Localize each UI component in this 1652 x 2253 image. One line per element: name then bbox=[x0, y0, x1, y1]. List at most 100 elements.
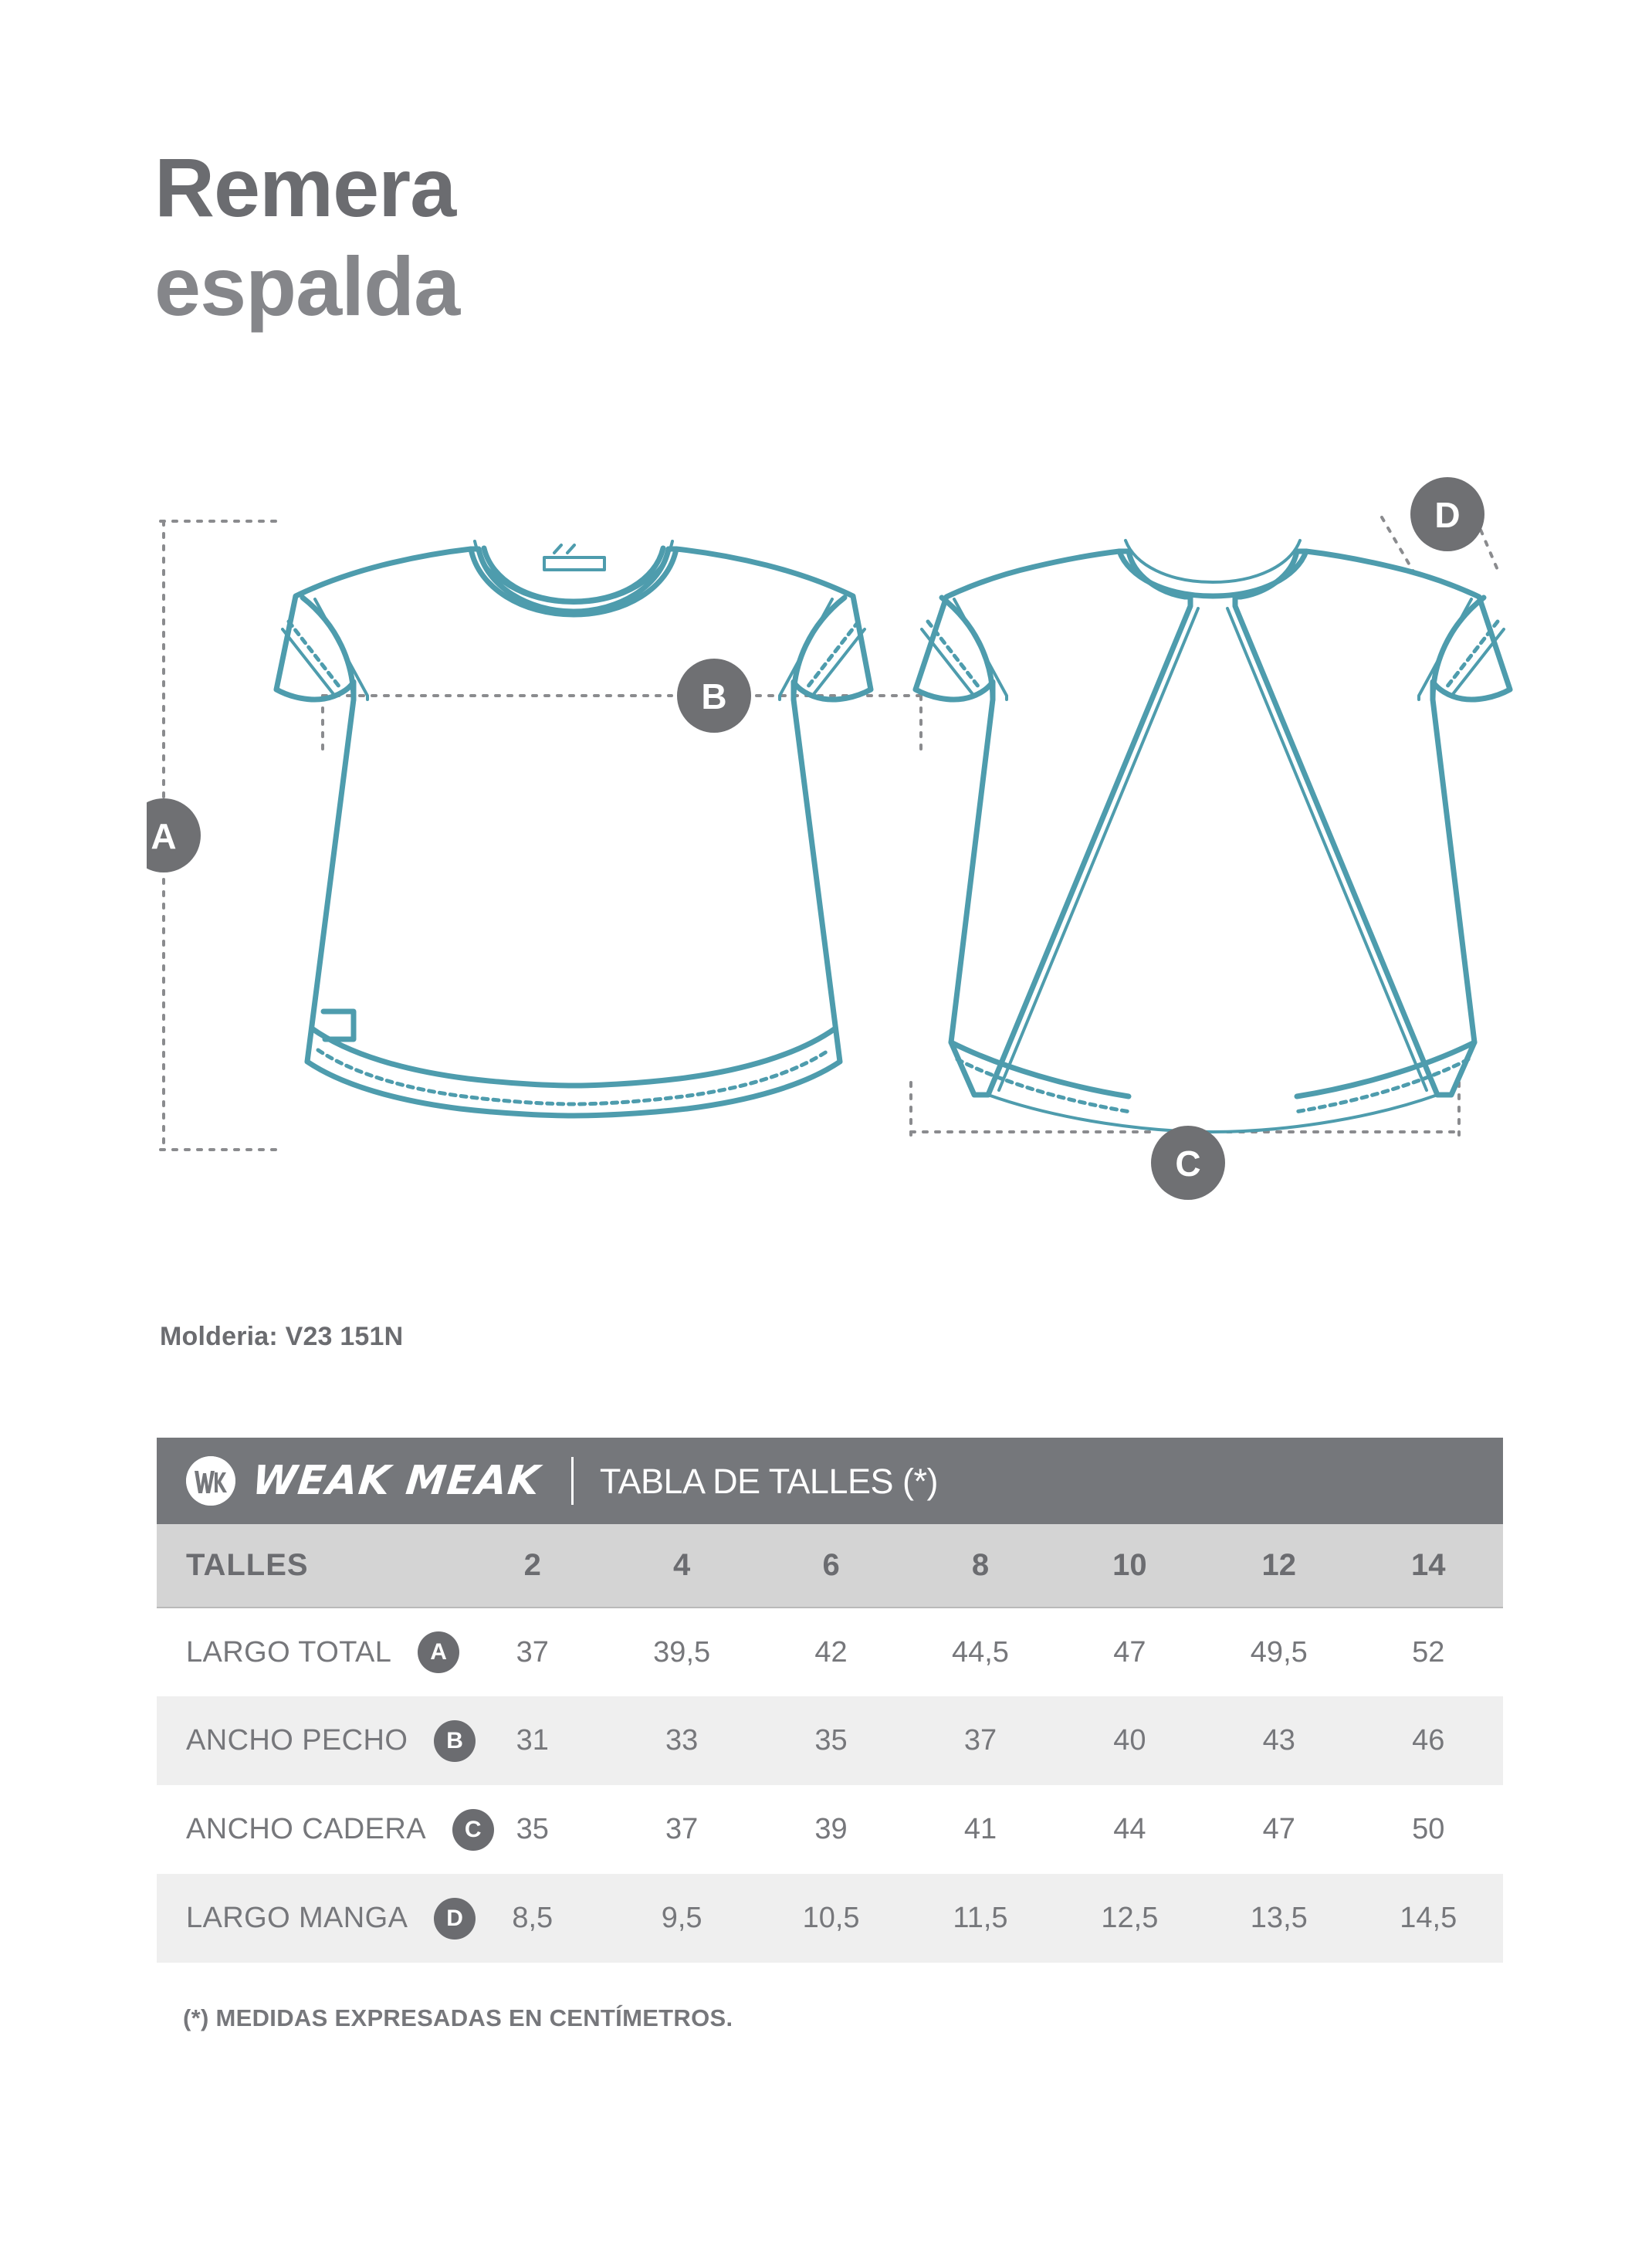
table-row: ANCHO CADERA C 35 37 39 41 44 47 50 bbox=[157, 1785, 1503, 1874]
table-subtitle: TABLA DE TALLES (*) bbox=[599, 1461, 939, 1501]
talles-label: TALLES bbox=[157, 1524, 459, 1608]
back-crossover-right-edge bbox=[1226, 607, 1428, 1092]
garment-back-view: D C bbox=[909, 477, 1513, 1200]
back-right-hem bbox=[1294, 1039, 1478, 1099]
size-header-12: 12 bbox=[1204, 1524, 1354, 1608]
front-neck-label-tick-2 bbox=[566, 544, 576, 554]
back-right-sleeve-hem-line bbox=[1451, 628, 1505, 696]
marker-d-label: D bbox=[1434, 495, 1460, 535]
measurement-footnote: (*) MEDIDAS EXPRESADAS EN CENTÍMETROS. bbox=[183, 2004, 733, 2031]
table-size-header-row: TALLES 2 4 6 8 10 12 14 bbox=[157, 1524, 1503, 1608]
dimension-b-line bbox=[321, 694, 924, 752]
row-label-d: LARGO MANGA bbox=[186, 1902, 408, 1934]
row-ref-badge-c: C bbox=[452, 1808, 494, 1851]
brand-name: WEAK MEAK bbox=[249, 1458, 543, 1504]
marker-a: A bbox=[147, 798, 201, 872]
table-row: ANCHO PECHO B 31 33 35 37 40 43 46 bbox=[157, 1696, 1503, 1785]
cell-d-14: 14,5 bbox=[1353, 1874, 1503, 1963]
table-row: LARGO MANGA D 8,5 9,5 10,5 11,5 12,5 13,… bbox=[157, 1874, 1503, 1963]
cell-c-6: 39 bbox=[814, 1813, 848, 1845]
marker-c-label: C bbox=[1175, 1143, 1200, 1184]
row-label-b: ANCHO PECHO bbox=[186, 1724, 408, 1757]
size-table: WEAK MEAK TABLA DE TALLES (*) TALLES 2 4… bbox=[157, 1438, 1503, 1963]
dimension-c-line bbox=[909, 1081, 1461, 1137]
garment-front-view: A B bbox=[147, 520, 924, 1151]
size-header-8: 8 bbox=[906, 1524, 1055, 1608]
size-header-2: 2 bbox=[458, 1524, 608, 1608]
marker-b-label: B bbox=[701, 676, 726, 717]
front-right-sleeve-hem-stitch bbox=[805, 619, 861, 689]
size-header-14: 14 bbox=[1353, 1524, 1503, 1608]
page-title-line-1: Remera bbox=[154, 141, 456, 234]
table-row: LARGO TOTAL A 37 39,5 42 44,5 47 49,5 52 bbox=[157, 1608, 1503, 1696]
back-left-sleeve-seam bbox=[953, 598, 1008, 701]
back-left-panel bbox=[912, 548, 1193, 1098]
front-side-tab bbox=[320, 1008, 357, 1042]
back-neckline-outer bbox=[1116, 548, 1309, 599]
row-label-cell-b: ANCHO PECHO B bbox=[157, 1696, 476, 1785]
dimension-d-line bbox=[1380, 516, 1499, 574]
front-left-sleeve-hem-line bbox=[281, 628, 335, 696]
cell-c-8: 41 bbox=[963, 1813, 997, 1845]
cell-c-2: 35 bbox=[516, 1813, 549, 1845]
back-crossover-left-edge bbox=[997, 607, 1200, 1092]
front-left-sleeve-hem-stitch bbox=[286, 619, 342, 689]
back-right-sleeve-seam bbox=[1417, 598, 1473, 701]
cell-d-12: 13,5 bbox=[1204, 1874, 1354, 1963]
row-ref-badge-d: D bbox=[434, 1897, 476, 1940]
table-brand-header: WEAK MEAK TABLA DE TALLES (*) bbox=[157, 1438, 1503, 1524]
cell-d-2: 8,5 bbox=[458, 1874, 608, 1963]
front-body-outline bbox=[273, 546, 874, 1119]
front-right-sleeve-hem-line bbox=[812, 628, 866, 696]
marker-c: C bbox=[1151, 1126, 1225, 1200]
front-neckband-top bbox=[473, 540, 674, 605]
cell-a-2: 37 bbox=[516, 1635, 549, 1669]
row-label-cell-c: ANCHO CADERA C bbox=[157, 1785, 494, 1874]
cell-d-4: 9,5 bbox=[607, 1874, 757, 1963]
back-center-hem bbox=[987, 1093, 1439, 1133]
front-neck-label bbox=[543, 556, 606, 571]
cell-b-8: 37 bbox=[906, 1696, 1055, 1785]
cell-d-10: 12,5 bbox=[1055, 1874, 1205, 1963]
front-neck-label-tick-1 bbox=[553, 544, 563, 554]
back-neckline-inner bbox=[1124, 539, 1302, 584]
wmk-logo-icon bbox=[186, 1456, 235, 1506]
marker-b: B bbox=[677, 659, 751, 733]
row-ref-badge-b: B bbox=[434, 1719, 476, 1762]
brand-divider bbox=[570, 1457, 574, 1505]
back-right-hem-stitch bbox=[1293, 1057, 1471, 1114]
back-left-sleeve-hem-line bbox=[920, 628, 974, 696]
front-right-armhole bbox=[790, 595, 848, 703]
cell-c-14: 50 bbox=[1412, 1813, 1445, 1845]
row-label-cell-a: LARGO TOTAL A bbox=[157, 1608, 460, 1696]
cell-c-10: 44 bbox=[1113, 1813, 1146, 1845]
cell-c-4: 37 bbox=[665, 1813, 699, 1845]
cell-a-14: 52 bbox=[1412, 1635, 1445, 1669]
size-table-container: WEAK MEAK TABLA DE TALLES (*) TALLES 2 4… bbox=[157, 1438, 1503, 1963]
cell-a-10: 47 bbox=[1113, 1635, 1146, 1669]
size-header-4: 4 bbox=[607, 1524, 757, 1608]
marker-a-label: A bbox=[151, 816, 176, 856]
cell-b-2: 31 bbox=[458, 1696, 608, 1785]
row-label-c: ANCHO CADERA bbox=[186, 1813, 426, 1845]
back-right-panel bbox=[1232, 548, 1513, 1098]
front-left-armhole bbox=[300, 595, 357, 703]
page-title-line-2: espalda bbox=[154, 239, 460, 334]
front-hem-stitch bbox=[316, 1048, 831, 1106]
front-neckline-outer bbox=[468, 546, 679, 618]
marker-d: D bbox=[1410, 477, 1484, 551]
cell-d-8: 11,5 bbox=[906, 1874, 1055, 1963]
cell-a-12: 49,5 bbox=[1250, 1635, 1308, 1669]
row-label-a: LARGO TOTAL bbox=[186, 1635, 392, 1669]
row-label-cell-d: LARGO MANGA D bbox=[157, 1874, 476, 1963]
cell-c-12: 47 bbox=[1262, 1813, 1295, 1845]
cell-a-8: 44,5 bbox=[951, 1635, 1009, 1669]
back-left-sleeve-hem-stitch bbox=[926, 619, 981, 689]
garment-illustration: A B bbox=[147, 432, 1536, 1297]
cell-b-10: 40 bbox=[1055, 1696, 1205, 1785]
molderia-label: Molderia: V23 151N bbox=[160, 1322, 404, 1351]
cell-b-12: 43 bbox=[1204, 1696, 1354, 1785]
cell-b-14: 46 bbox=[1353, 1696, 1503, 1785]
page-title: Remera espalda bbox=[154, 141, 1004, 334]
